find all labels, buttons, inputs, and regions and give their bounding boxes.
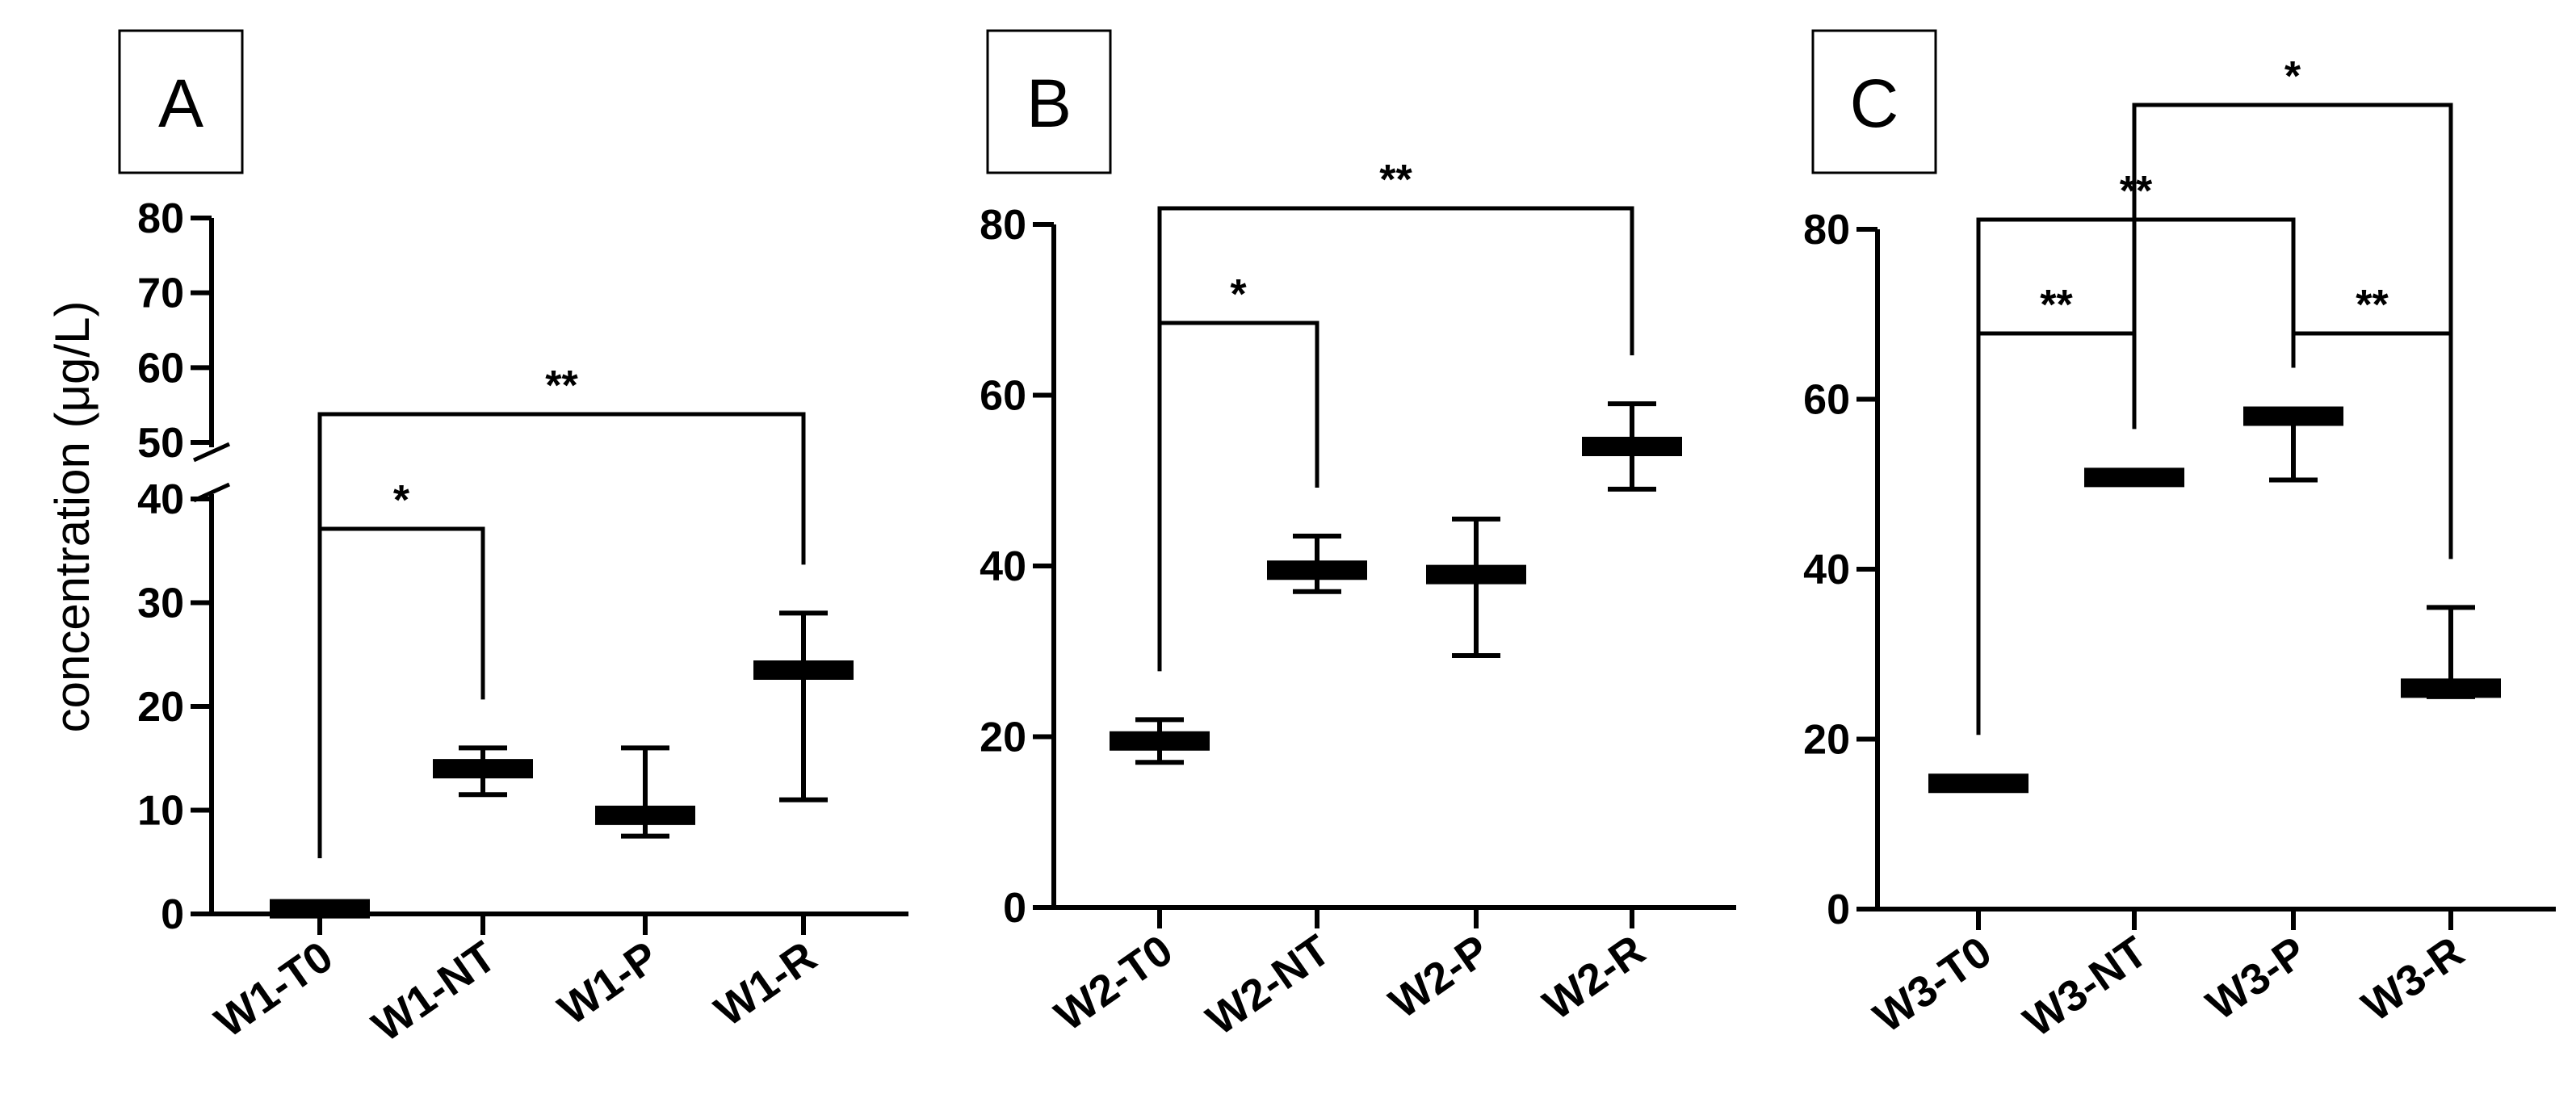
- axis-break-mark: [192, 482, 231, 503]
- significance-label: *: [1230, 271, 1247, 318]
- significance-label: **: [1379, 157, 1412, 203]
- panel-label-box: [986, 29, 1112, 174]
- y-tick-label: 0: [161, 891, 184, 938]
- y-tick-label: 50: [137, 420, 184, 467]
- y-tick-label: 40: [980, 543, 1026, 590]
- panel-label: A: [158, 65, 203, 141]
- y-tick-label: 80: [137, 195, 184, 242]
- x-tick-label: W2-R: [1534, 926, 1653, 1029]
- significance-label: **: [2040, 282, 2073, 329]
- x-tick-label: W2-P: [1381, 926, 1498, 1029]
- y-tick-label: 80: [1803, 207, 1850, 254]
- x-tick-label: W2-NT: [1198, 926, 1338, 1045]
- marks-layer: ***: [270, 363, 854, 919]
- significance-bracket: [2132, 103, 2453, 555]
- y-tick-label: 20: [980, 715, 1026, 761]
- y-tick-label: 70: [137, 270, 184, 317]
- y-tick-label: 10: [137, 788, 184, 835]
- y-tick-label: 40: [137, 476, 184, 523]
- x-tick-label: W3-T0: [1865, 928, 2000, 1042]
- y-tick-label: 40: [1803, 547, 1850, 593]
- significance-bracket: [1976, 331, 2137, 736]
- x-tick-label: W2-T0: [1047, 926, 1181, 1041]
- y-tick-label: 60: [137, 345, 184, 392]
- axis-layer: 0 10 20 30 40 50 60 70 80 W1-T0 W1-NT W1-P W1-R: [137, 195, 908, 1051]
- x-tick-label: W1-NT: [363, 932, 504, 1051]
- significance-bracket: [1157, 321, 1319, 672]
- axis-break-gap: [203, 447, 220, 494]
- y-tick-label: 0: [1003, 885, 1026, 932]
- significance-bracket: [317, 412, 806, 833]
- panel-a: A concentration (μg/L) 0 10 20 30 40 50 60 70 80…: [45, 29, 908, 1051]
- x-tick-label: W3-P: [2198, 928, 2315, 1030]
- significance-label: **: [2356, 282, 2389, 329]
- significance-label: **: [545, 363, 578, 409]
- x-tick-label: W3-NT: [2015, 928, 2155, 1046]
- significance-label: *: [393, 477, 410, 524]
- y-tick-label: 0: [1827, 886, 1850, 933]
- y-tick-label: 20: [137, 684, 184, 731]
- axis-layer: 0 20 40 60 80 W2-T0 W2-NT W2-P W2-R: [980, 202, 1736, 1045]
- y-axis-label: concentration (μg/L): [45, 301, 99, 733]
- marks-layer: ***: [1110, 157, 1682, 765]
- significance-bracket: [317, 526, 485, 859]
- marks-layer: ** *****: [1928, 53, 2501, 794]
- axis-break-mark: [192, 442, 231, 463]
- x-tick-label: W1-R: [706, 932, 824, 1036]
- significance-bracket: [2291, 331, 2453, 560]
- panel-label: B: [1026, 65, 1072, 141]
- significance-bracket: [1157, 206, 1634, 649]
- x-tick-label: W3-R: [2353, 928, 2472, 1031]
- y-tick-label: 60: [1803, 377, 1850, 424]
- significance-label: *: [2284, 53, 2301, 100]
- y-tick-label: 30: [137, 580, 184, 627]
- y-tick-label: 80: [980, 202, 1026, 249]
- y-tick-label: 20: [1803, 717, 1850, 764]
- panel-label-box: [1811, 29, 1937, 174]
- y-tick-label: 60: [980, 373, 1026, 420]
- x-tick-label: W1-P: [550, 932, 667, 1035]
- panel-label: C: [1850, 65, 1899, 141]
- panel-label-box: [118, 29, 244, 174]
- x-tick-label: W1-T0: [207, 932, 342, 1047]
